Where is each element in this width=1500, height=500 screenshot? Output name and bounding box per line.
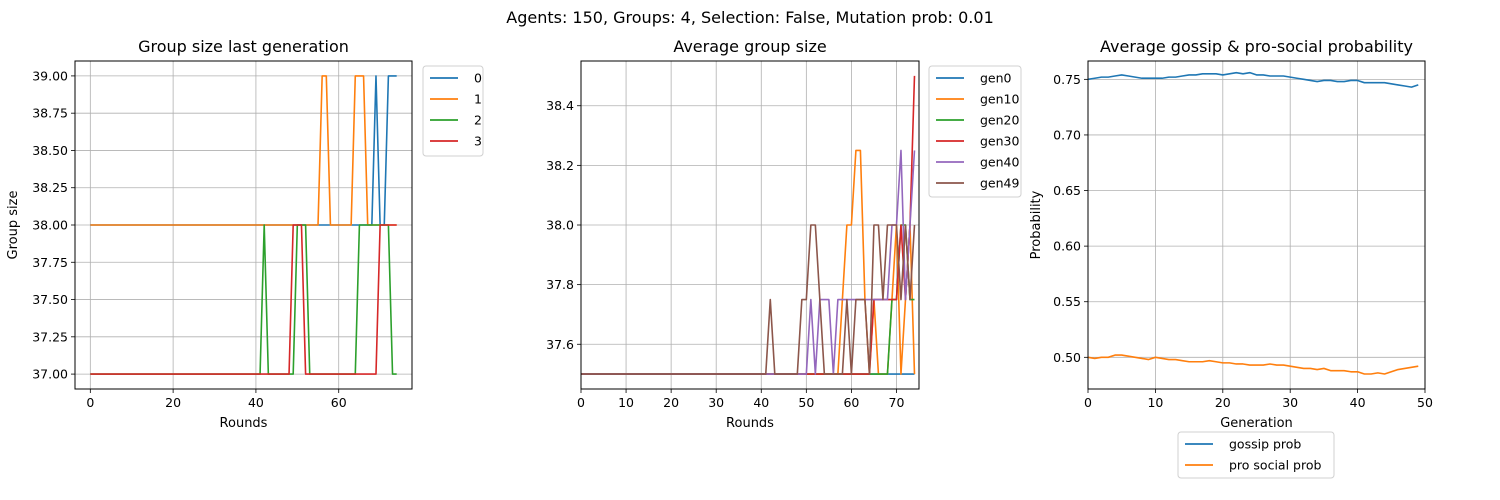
legend-entry: gen40 xyxy=(980,155,1020,170)
x-tick-label: 0 xyxy=(1084,395,1092,410)
y-tick-label: 0.50 xyxy=(1053,350,1081,365)
legend: 0 1 2 3 xyxy=(422,65,484,157)
legend: gossip prob pro social prob xyxy=(1177,431,1335,479)
legend-entry: gen30 xyxy=(980,134,1020,149)
y-axis-label: Probability xyxy=(1029,190,1044,259)
y-tick-label: 38.00 xyxy=(32,218,68,233)
x-axis-label: Generation xyxy=(1220,416,1293,431)
y-tick-label: 38.50 xyxy=(32,143,68,158)
x-tick-label: 0 xyxy=(86,395,94,410)
y-tick-label: 37.00 xyxy=(32,367,68,382)
y-tick-label: 0.60 xyxy=(1053,239,1081,254)
x-tick-label: 20 xyxy=(1215,395,1231,410)
y-tick-label: 38.0 xyxy=(546,218,574,233)
x-tick-label: 40 xyxy=(248,395,264,410)
x-tick-label: 70 xyxy=(889,395,905,410)
chart-title: Average group size xyxy=(673,37,826,56)
legend: gen0 gen10 gen20 gen30 gen40 gen49 xyxy=(928,65,1022,198)
legend-entry: gen20 xyxy=(980,113,1020,128)
y-tick-label: 0.65 xyxy=(1053,183,1081,198)
y-tick-label: 0.70 xyxy=(1053,127,1081,142)
x-tick-label: 60 xyxy=(843,395,859,410)
y-tick-label: 37.6 xyxy=(546,337,574,352)
y-tick-label: 38.75 xyxy=(32,106,68,121)
x-tick-label: 40 xyxy=(1350,395,1366,410)
group-size-last-generation-chart: 0 20 40 6037.0037.2537.5037.7538.0038.2538.… xyxy=(6,37,484,431)
y-tick-label: 38.2 xyxy=(546,158,574,173)
series-line-gossip-prob xyxy=(1088,71,1419,88)
x-tick-label: 60 xyxy=(331,395,347,410)
legend-entry: 3 xyxy=(474,134,482,149)
x-tick-label: 50 xyxy=(1417,395,1433,410)
series-line-gen49 xyxy=(581,224,916,375)
x-tick-label: 10 xyxy=(1147,395,1163,410)
legend-entry: 0 xyxy=(474,71,482,86)
x-tick-label: 20 xyxy=(165,395,181,410)
average-probability-chart: 0 10 20 30 40 50 0.50 0.55 0.60 0.65 0.70 0.75 Avera… xyxy=(1029,37,1433,479)
x-axis-label: Rounds xyxy=(220,416,268,431)
series-line-pro-social-prob xyxy=(1088,354,1419,375)
average-group-size-chart: 0 10 20 30 40 50 60 70 37.6 37.8 38.0 38.2 38.4 Avera… xyxy=(546,37,1022,431)
x-tick-label: 50 xyxy=(798,395,814,410)
legend-entry: gossip prob xyxy=(1229,437,1301,452)
x-tick-label: 30 xyxy=(708,395,724,410)
series-line-1 xyxy=(90,75,397,226)
legend-entry: 2 xyxy=(474,113,482,128)
x-tick-label: 30 xyxy=(1282,395,1298,410)
x-axis-label: Rounds xyxy=(726,416,774,431)
y-tick-label: 0.55 xyxy=(1053,294,1081,309)
y-tick-label: 38.4 xyxy=(546,98,574,113)
chart-title: Group size last generation xyxy=(138,37,349,56)
legend-entry: pro social prob xyxy=(1229,458,1321,473)
legend-entry: gen49 xyxy=(980,176,1020,191)
x-tick-label: 10 xyxy=(618,395,634,410)
chart-title: Average gossip & pro-social probability xyxy=(1100,37,1413,56)
y-tick-label: 38.25 xyxy=(32,180,68,195)
x-tick-label: 40 xyxy=(753,395,769,410)
y-tick-label: 39.00 xyxy=(32,68,68,83)
legend-entry: gen0 xyxy=(980,71,1012,86)
plot-frame xyxy=(1087,60,1426,390)
series-line-gen10 xyxy=(581,149,916,375)
series-line-3 xyxy=(90,224,397,375)
y-tick-label: 37.8 xyxy=(546,277,574,292)
y-tick-label: 37.75 xyxy=(32,255,68,270)
y-tick-label: 0.75 xyxy=(1053,72,1081,87)
y-tick-label: 37.50 xyxy=(32,292,68,307)
figure-suptitle: Agents: 150, Groups: 4, Selection: False… xyxy=(506,8,994,27)
legend-entry: 1 xyxy=(474,92,482,107)
legend-entry: gen10 xyxy=(980,92,1020,107)
x-tick-label: 20 xyxy=(663,395,679,410)
y-axis-label: Group size xyxy=(6,191,21,260)
y-tick-label: 37.25 xyxy=(32,329,68,344)
x-tick-label: 0 xyxy=(577,395,585,410)
